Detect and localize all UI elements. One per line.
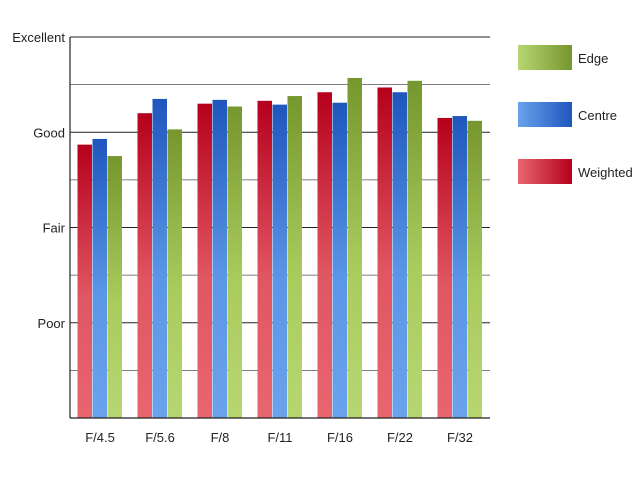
bar-weighted-3 <box>257 100 272 418</box>
bars <box>77 77 482 419</box>
bar-edge-6 <box>467 120 482 418</box>
bar-centre-5 <box>392 92 407 419</box>
bar-weighted-0 <box>77 144 92 418</box>
y-tick-label: Good <box>33 125 65 140</box>
legend-swatch-weighted <box>518 159 572 184</box>
bar-weighted-2 <box>197 103 212 419</box>
x-tick-label: F/11 <box>267 430 292 445</box>
bar-weighted-5 <box>377 87 392 419</box>
x-tick-labels: F/4.5 F/5.6 F/8 F/11 F/16 F/22 F/32 <box>85 430 473 445</box>
bar-edge-1 <box>167 129 182 418</box>
axes <box>69 37 490 419</box>
bar-centre-1 <box>152 98 167 418</box>
x-tick-label: F/32 <box>447 430 473 445</box>
legend-label-edge: Edge <box>578 51 608 66</box>
x-tick-label: F/5.6 <box>145 430 175 445</box>
x-tick-label: F/8 <box>211 430 230 445</box>
bar-edge-2 <box>227 106 242 418</box>
bar-edge-3 <box>287 96 302 419</box>
legend-swatch-edge <box>518 45 572 70</box>
legend-label-weighted: Weighted <box>578 165 633 180</box>
legend-swatch-centre <box>518 102 572 127</box>
x-tick-label: F/16 <box>327 430 353 445</box>
bar-edge-4 <box>347 77 362 419</box>
bar-weighted-6 <box>437 117 452 419</box>
bar-edge-0 <box>107 156 122 418</box>
bar-centre-3 <box>272 104 287 418</box>
y-tick-label: Fair <box>43 221 66 236</box>
x-tick-label: F/22 <box>387 430 413 445</box>
y-tick-label: Poor <box>38 316 66 331</box>
bar-centre-4 <box>332 102 347 418</box>
legend: Edge Centre Weighted <box>518 45 633 184</box>
x-tick-label: F/4.5 <box>85 430 115 445</box>
legend-label-centre: Centre <box>578 108 617 123</box>
y-tick-label: Excellent <box>12 30 65 45</box>
bar-centre-0 <box>92 138 107 419</box>
y-tick-labels: Poor Fair Good Excellent <box>12 30 65 331</box>
bar-centre-2 <box>212 99 227 419</box>
bar-weighted-4 <box>317 92 332 419</box>
bar-weighted-1 <box>137 113 152 418</box>
bar-centre-6 <box>452 116 467 419</box>
bar-edge-5 <box>407 80 422 418</box>
